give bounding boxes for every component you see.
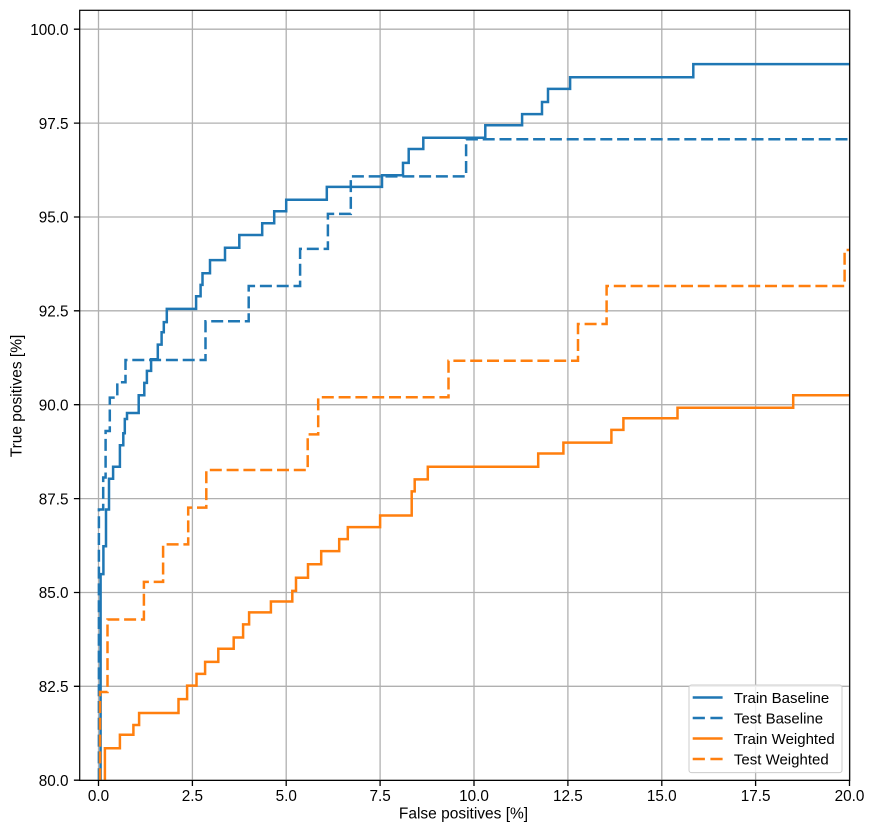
svg-text:True positives [%]: True positives [%] [9,335,26,458]
svg-text:82.5: 82.5 [39,679,69,696]
svg-text:Train Weighted: Train Weighted [734,731,835,748]
svg-text:7.5: 7.5 [369,788,390,805]
svg-text:80.0: 80.0 [39,773,69,790]
svg-text:Test Baseline: Test Baseline [734,710,823,727]
svg-text:15.0: 15.0 [647,788,677,805]
svg-text:Test Weighted: Test Weighted [734,751,829,768]
svg-text:90.0: 90.0 [39,397,69,414]
svg-text:2.5: 2.5 [182,788,203,805]
svg-text:20.0: 20.0 [835,788,865,805]
svg-text:0.0: 0.0 [88,788,109,805]
svg-text:85.0: 85.0 [39,585,69,602]
svg-text:12.5: 12.5 [553,788,583,805]
svg-text:97.5: 97.5 [39,116,69,133]
svg-text:92.5: 92.5 [39,304,69,321]
svg-text:Train Baseline: Train Baseline [734,690,829,707]
svg-text:100.0: 100.0 [30,22,68,39]
svg-text:False positives [%]: False positives [%] [399,806,528,823]
svg-text:95.0: 95.0 [39,210,69,227]
svg-text:17.5: 17.5 [741,788,771,805]
svg-text:10.0: 10.0 [459,788,489,805]
svg-text:87.5: 87.5 [39,491,69,508]
svg-text:5.0: 5.0 [276,788,297,805]
